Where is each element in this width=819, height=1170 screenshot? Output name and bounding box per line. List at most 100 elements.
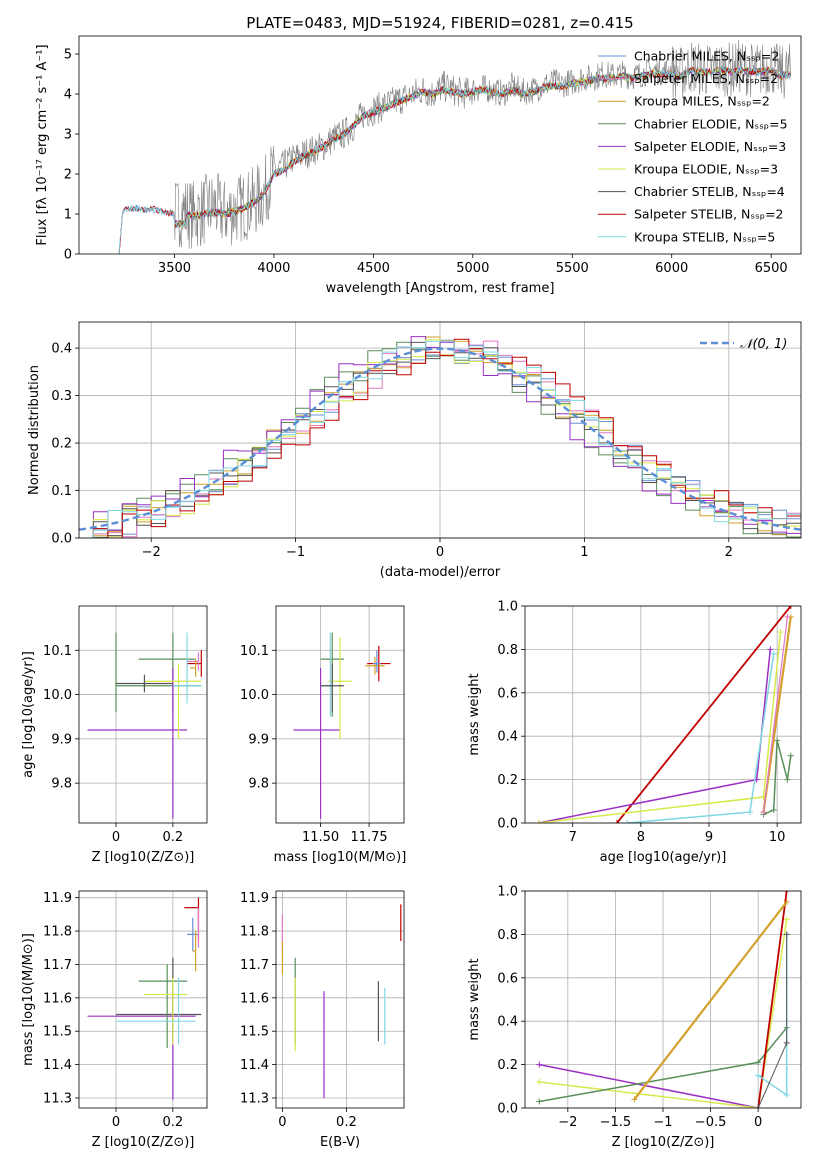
mass-weight-marker (783, 891, 790, 894)
y-tick-label: 1.0 (497, 600, 518, 615)
mass-weight-marker (767, 646, 774, 653)
mass-weight-marker (614, 820, 620, 823)
mass-weight-marker (783, 931, 790, 938)
spectrum-frame (78, 35, 802, 255)
mass-weight-line (616, 606, 792, 823)
x-tick-label: 0 (112, 830, 120, 845)
model-spectrum-line (118, 66, 791, 254)
residual-histogram-plot-area (79, 336, 801, 538)
y-tick-label: 11.7 (240, 958, 269, 973)
z-vs-massweight-plot-area (536, 891, 790, 1108)
age-vs-massweight-plot-area (535, 606, 794, 823)
y-tick-label: 5 (64, 48, 72, 63)
mass-weight-marker (536, 1078, 543, 1085)
mass-weight-marker (783, 898, 790, 905)
y-tick-label: 11.5 (240, 1025, 269, 1040)
y-tick-label: 0 (64, 248, 72, 263)
y-tick-label: 0.0 (51, 532, 72, 547)
ebv-vs-mass-frame (275, 890, 405, 1109)
y-axis-label: Flux [fλ 10⁻¹⁷ erg cm⁻² s⁻¹ A⁻¹] (35, 44, 50, 245)
z-vs-massweight-frame (524, 890, 802, 1109)
mass-weight-marker (536, 1098, 543, 1105)
residual-histogram-panel: −2 −1 0 1 2 0.0 0.1 0.2 0.3 0.4 (data-model)/error… (27, 321, 802, 580)
x-tick-label: 0 (278, 1115, 286, 1130)
mass-vs-age-frame (275, 605, 405, 824)
y-tick-label: 0.4 (497, 1015, 518, 1030)
y-axis-label: mass weight (467, 673, 482, 755)
y-tick-label: 0.4 (51, 342, 72, 357)
y-tick-label: 0.2 (497, 1058, 518, 1073)
x-tick-label: 5500 (556, 261, 589, 276)
y-tick-label: 10.0 (43, 688, 72, 703)
y-tick-label: 1 (64, 208, 72, 223)
mass-weight-marker (787, 752, 794, 759)
mass-weight-marker (536, 1061, 543, 1068)
mass-weight-line (757, 891, 788, 1108)
mass-weight-marker (783, 1091, 790, 1098)
x-tick-label: 10 (769, 830, 786, 845)
age-vs-massweight-panel: 7 8 9 10 0.0 0.2 0.4 0.6 0.8 1.0 age [log10(age/yr… (467, 600, 802, 865)
mass-weight-line (538, 631, 782, 823)
mass-weight-marker (535, 820, 542, 823)
y-tick-label: 9.9 (51, 732, 72, 747)
x-tick-label: 0.2 (163, 830, 184, 845)
y-tick-label: 10.0 (240, 688, 269, 703)
mass-weight-marker (746, 809, 753, 816)
legend-label: Salpeter MILES, Nₛₛₚ=2 (634, 71, 778, 86)
y-tick-label: 0.2 (51, 437, 72, 452)
x-tick-label: 5000 (456, 261, 489, 276)
y-tick-label: 11.8 (43, 925, 72, 940)
mass-vs-age-panel: 11.50 11.75 9.8 9.9 10.0 10.1 mass [log10(M/M⊙… (240, 605, 407, 865)
x-axis-label: mass [log10(M/M⊙)] (274, 850, 407, 865)
x-tick-label: 7 (569, 830, 577, 845)
spectrum-legend: Chabrier MILES, Nₛₛₚ=2 Salpeter MILES, Nₛ… (598, 49, 788, 244)
model-spectrum-line (118, 65, 792, 254)
legend-label: Chabrier ELODIE, Nₛₛₚ=5 (634, 116, 788, 131)
x-tick-label: −1 (653, 1115, 672, 1130)
x-tick-label: 8 (637, 830, 645, 845)
y-tick-label: 11.9 (43, 891, 72, 906)
y-tick-label: 11.4 (240, 1058, 269, 1073)
x-tick-label: 2 (725, 545, 733, 560)
x-tick-label: 11.75 (350, 830, 387, 845)
x-axis-label: Z [log10(Z/Z⊙)] (92, 850, 195, 865)
mass-weight-line (539, 1063, 759, 1108)
normal-curve (79, 347, 801, 531)
x-tick-label: 6000 (655, 261, 688, 276)
y-tick-label: 0.8 (497, 643, 518, 658)
y-tick-label: 0.3 (51, 389, 72, 404)
x-tick-label: 6500 (755, 261, 788, 276)
mass-weight-marker (784, 613, 791, 620)
legend-label: Kroupa STELIB, Nₛₛₚ=5 (634, 229, 775, 244)
x-tick-label: 0.2 (336, 1115, 357, 1130)
y-tick-label: 0.4 (497, 730, 518, 745)
x-tick-label: 0.2 (163, 1115, 184, 1130)
y-tick-label: 10.1 (240, 644, 269, 659)
y-tick-label: 2 (64, 168, 72, 183)
y-tick-label: 11.9 (240, 891, 269, 906)
y-tick-label: 1.0 (497, 885, 518, 900)
y-tick-label: 9.8 (248, 777, 269, 792)
y-tick-label: 11.8 (240, 925, 269, 940)
y-tick-label: 0.0 (497, 817, 518, 832)
z-vs-age-frame (78, 605, 208, 824)
mass-weight-marker (783, 1039, 790, 1046)
y-axis-label: mass weight (467, 958, 482, 1040)
mass-weight-marker (755, 1072, 762, 1079)
age-vs-massweight-frame (524, 605, 802, 824)
legend-label: Chabrier MILES, Nₛₛₚ=2 (634, 49, 779, 64)
mass-vs-age-plot-area (293, 632, 391, 819)
y-axis-label: Normed distribution (27, 365, 42, 495)
x-tick-label: −1 (286, 545, 305, 560)
mass-weight-line (762, 616, 788, 813)
y-tick-label: 9.9 (248, 732, 269, 747)
z-vs-mass-plot-area (87, 897, 202, 1100)
legend-label: Kroupa MILES, Nₛₛₚ=2 (634, 94, 770, 109)
y-tick-label: 11.7 (43, 958, 72, 973)
mass-weight-marker (770, 650, 777, 657)
x-tick-label: 0 (436, 545, 444, 560)
histogram-steps (79, 340, 801, 538)
y-tick-label: 4 (64, 88, 72, 103)
x-axis-label: wavelength [Angstrom, rest frame] (326, 281, 555, 296)
